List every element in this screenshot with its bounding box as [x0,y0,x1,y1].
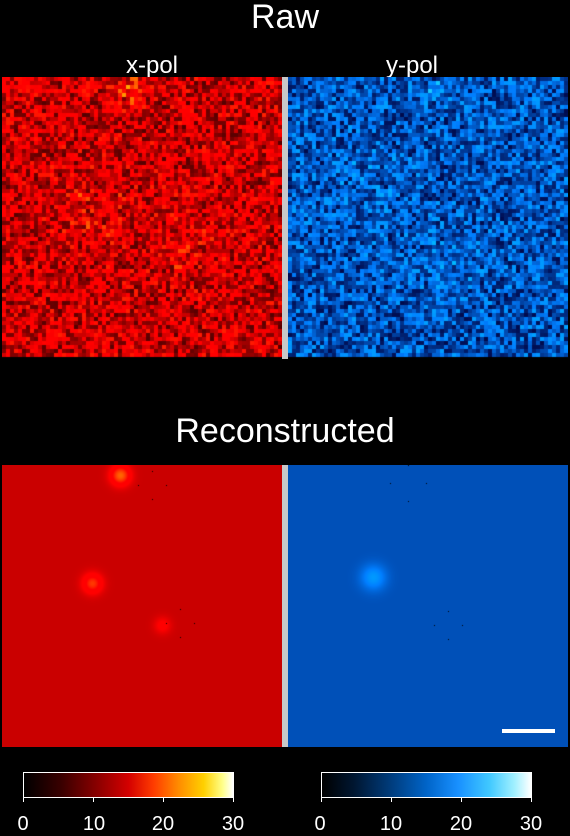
colorbar-y-tick-label: 0 [314,813,326,835]
colorbar-x-tick-label: 0 [17,813,29,835]
raw-y-pol-image [288,77,568,359]
colorbar-x-tick-label: 20 [151,813,175,835]
reconstructed-x-pol-image [2,465,282,747]
panel-divider-reconstructed [282,465,288,747]
panel-divider-raw [282,77,288,359]
y-pol-colorbar [321,772,532,798]
colorbar-y-tick-label: 20 [449,813,473,835]
y-pol-label: y-pol [385,52,439,79]
colorbar-y-tick-label: 10 [379,813,403,835]
colorbar-x-tick [233,798,234,802]
raw-title: Raw [250,0,320,36]
colorbar-x-tick [163,798,164,802]
raw-x-pol-image [2,77,282,359]
reconstructed-title: Reconstructed [175,412,395,450]
colorbar-x-tick-label: 10 [82,813,106,835]
colorbar-y-tick [391,798,392,802]
reconstructed-y-pol-image [288,465,568,747]
colorbar-y-tick [321,798,322,802]
colorbar-x-tick [93,798,94,802]
colorbar-y-tick [461,798,462,802]
colorbar-y-tick-label: 30 [519,813,543,835]
x-pol-colorbar [23,772,234,798]
colorbar-y-tick [531,798,532,802]
colorbar-x-tick [23,798,24,802]
x-pol-label: x-pol [125,52,179,79]
colorbar-x-tick-label: 30 [221,813,245,835]
scale-bar [502,729,555,733]
